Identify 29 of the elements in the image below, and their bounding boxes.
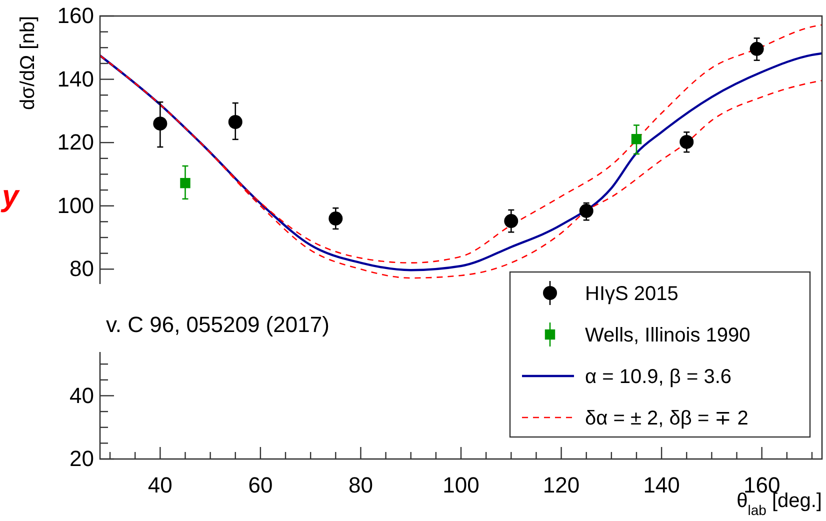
y-tick-label: 160 bbox=[57, 3, 94, 28]
y-tick-label: 20 bbox=[70, 446, 94, 472]
point bbox=[750, 42, 764, 56]
point bbox=[328, 212, 343, 226]
text: y bbox=[0, 180, 20, 213]
annotation: v. C 96, 055209 (2017) bbox=[106, 312, 330, 337]
point bbox=[631, 134, 642, 144]
x-tick-label: 60 bbox=[248, 472, 273, 498]
x-tick-label: 140 bbox=[643, 472, 680, 498]
legend-label: δα = ± 2, δβ = ∓ 2 bbox=[585, 408, 748, 430]
point bbox=[504, 214, 518, 228]
y-axis-title: dσ/dΩ [nb] bbox=[17, 16, 39, 110]
point bbox=[228, 115, 242, 129]
x-tick-label: 40 bbox=[148, 472, 172, 498]
y-tick-label: 80 bbox=[70, 256, 94, 282]
y-tick-label: 100 bbox=[57, 192, 94, 218]
point bbox=[153, 116, 168, 131]
point bbox=[579, 204, 594, 218]
legend-label: Wells, Illinois 1990 bbox=[585, 324, 750, 346]
legend-label: α = 10.9, β = 3.6 bbox=[585, 366, 732, 388]
x-tick-label: 100 bbox=[442, 472, 480, 498]
legend-label: HIγS 2015 bbox=[585, 283, 678, 305]
point bbox=[180, 178, 190, 188]
y-tick-label: 140 bbox=[57, 66, 94, 92]
x-tick-label: 120 bbox=[542, 472, 580, 498]
point bbox=[680, 134, 694, 149]
x-tick-label: 80 bbox=[348, 472, 373, 498]
y-tick-label: 40 bbox=[70, 382, 94, 408]
y-tick-label: 120 bbox=[57, 130, 94, 155]
